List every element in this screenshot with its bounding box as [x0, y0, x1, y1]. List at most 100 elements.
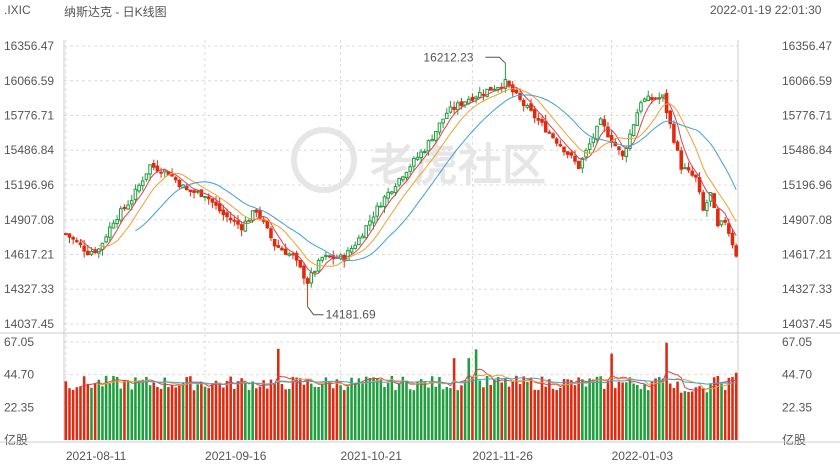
volume-bar — [515, 375, 518, 440]
candle-body — [214, 201, 218, 206]
volume-bar — [174, 387, 178, 440]
candle-body — [115, 219, 119, 225]
high-label: 16212.23 — [423, 50, 473, 64]
volume-bar — [266, 388, 269, 440]
volume-bar — [222, 387, 225, 440]
volume-bar — [71, 389, 75, 440]
volume-bar — [357, 378, 361, 440]
candle-body — [492, 88, 497, 91]
candle-body — [419, 151, 423, 159]
volume-bar — [280, 384, 284, 440]
vol-tick-label-left: 67.05 — [4, 335, 34, 349]
candle-body — [631, 124, 636, 136]
y-tick-label-left: 15776.71 — [4, 109, 54, 123]
volume-bar — [716, 375, 720, 440]
candle-body — [64, 233, 68, 236]
candle-body — [371, 216, 376, 224]
candle-body — [554, 138, 559, 144]
volume-bar — [320, 384, 324, 440]
volume-bar — [258, 386, 262, 440]
candle-body — [664, 92, 669, 114]
volume-bar — [679, 392, 683, 440]
volume-bar — [712, 377, 716, 440]
volume-bar — [298, 378, 302, 440]
candle-body — [254, 209, 259, 213]
volume-bar — [698, 386, 701, 440]
volume-bar — [566, 379, 569, 440]
volume-bar — [427, 387, 430, 440]
candle-body — [485, 88, 489, 97]
volume-bar — [445, 387, 449, 440]
volume-bar — [112, 375, 115, 440]
candle-body — [401, 176, 405, 181]
volume-bar — [145, 376, 148, 440]
volume-bar — [244, 381, 247, 440]
volume-bar — [734, 372, 738, 440]
volume-bar — [463, 380, 467, 440]
volume-bar — [225, 380, 229, 440]
volume-bar — [610, 353, 613, 440]
y-tick-label-left: 15196.96 — [4, 178, 54, 192]
candle-body — [111, 222, 116, 229]
volume-bar — [90, 387, 93, 440]
candle-body — [232, 219, 237, 222]
volume-bar — [130, 389, 134, 440]
candle-body — [243, 220, 248, 232]
candle-body — [71, 237, 75, 240]
volume-bar — [262, 380, 265, 440]
volume-bar — [573, 385, 577, 440]
y-tick-label-right: 15486.84 — [782, 143, 832, 157]
candle-body — [683, 167, 687, 170]
candle-body — [536, 118, 541, 121]
volume-bar — [489, 384, 493, 440]
volume-bar — [694, 387, 698, 440]
ma10-line — [98, 88, 737, 267]
volume-bar — [251, 381, 254, 440]
candle-body — [360, 235, 365, 239]
candle-body — [203, 195, 207, 198]
candle-body — [162, 169, 167, 173]
candle-body — [188, 189, 193, 193]
candle-body — [675, 141, 680, 151]
volume-bar — [178, 385, 181, 440]
volume-bar — [635, 384, 639, 440]
candle-body — [624, 148, 629, 158]
volume-bar — [628, 377, 632, 440]
y-tick-label-right: 16356.47 — [782, 39, 832, 53]
candle-body — [357, 237, 361, 246]
candle-body — [386, 191, 390, 199]
volume-bar — [441, 389, 445, 440]
volume-bar — [624, 382, 628, 440]
volume-bar — [350, 377, 353, 440]
y-tick-label-right: 15776.71 — [782, 109, 832, 123]
volume-bar — [720, 383, 723, 440]
volume-bar — [306, 378, 309, 440]
volume-bar — [68, 388, 71, 440]
volume-bar — [650, 381, 654, 440]
y-tick-label-left: 14037.45 — [4, 317, 54, 331]
y-tick-label-right: 14907.08 — [782, 213, 832, 227]
candle-body — [302, 265, 306, 279]
volume-bar — [390, 375, 394, 440]
volume-bar — [364, 376, 368, 440]
y-tick-label-left: 14327.33 — [4, 282, 54, 296]
candle-body — [448, 106, 453, 113]
candle-body — [382, 196, 387, 208]
volume-bar — [577, 377, 580, 440]
y-tick-label-left: 14907.08 — [4, 213, 54, 227]
vol-ma20-line — [135, 376, 737, 385]
candle-body — [140, 180, 145, 187]
candle-body — [390, 191, 394, 194]
volume-bar — [449, 388, 452, 440]
candle-body — [379, 205, 383, 208]
watermark-logo — [291, 127, 357, 193]
volume-bar — [79, 386, 82, 440]
volume-bar — [240, 378, 243, 440]
volume-bar — [632, 383, 635, 440]
volume-bar — [544, 386, 547, 440]
candle-body — [477, 92, 482, 98]
candle-body — [426, 140, 431, 152]
volume-bar — [134, 377, 137, 440]
volume-bar — [368, 377, 372, 440]
